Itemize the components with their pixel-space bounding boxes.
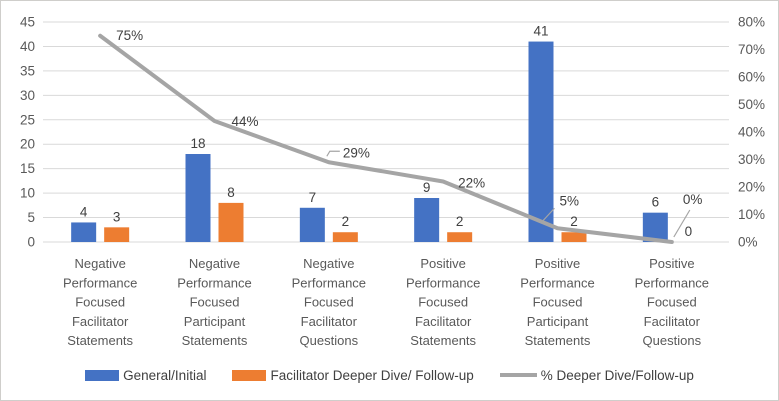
left-axis-tick: 20 [20, 137, 35, 152]
legend-label-general-initial: General/Initial [123, 367, 207, 383]
left-axis-tick: 10 [20, 186, 35, 201]
label-leader-line [673, 209, 691, 238]
legend-swatch-gray-line [499, 373, 537, 377]
left-axis-tick: 45 [20, 15, 35, 30]
bar-value-label: 2 [342, 214, 350, 229]
left-axis-tick: 35 [20, 63, 35, 78]
bar-value-label: 0 [685, 224, 693, 239]
line-deeper-dive-follow-up [98, 33, 674, 244]
bar-facilitator-deeper-dive-follow-up [218, 202, 244, 242]
right-axis-tick: 0% [738, 235, 758, 250]
line-point-label: 22% [458, 176, 485, 191]
right-axis-tick: 30% [738, 152, 765, 167]
bar-value-label: 6 [652, 195, 660, 210]
bar-general-initial [185, 154, 211, 242]
bar-general-initial [71, 222, 97, 242]
category-label-negative-performance-focused-facilitator-statements: Negative Performance Focused Facilitator Sta… [63, 256, 137, 348]
legend-label-percent-deeper-dive: % Deeper Dive/Follow-up [540, 367, 694, 383]
line-point-label: 29% [343, 145, 370, 160]
bar-value-label: 7 [309, 190, 317, 205]
line-point-label: 75% [116, 28, 143, 43]
bar-value-label: 2 [570, 214, 578, 229]
bar-general-initial [299, 207, 325, 242]
category-label-positive-performance-focused-facilitator-questions: Positive Performance Focused Facilitator Que… [635, 256, 709, 348]
chart-legend: General/Initial Facilitator Deeper Dive/… [1, 362, 778, 388]
left-axis-tick: 25 [20, 112, 35, 127]
line-point-label: 44% [232, 114, 259, 129]
right-axis-tick: 10% [738, 207, 765, 222]
left-axis-tick: 30 [20, 88, 35, 103]
bar-general-initial [528, 41, 554, 242]
plot-area: 0510152025303540450%10%20%30%40%50%60%70… [20, 15, 765, 349]
bar-value-label: 8 [227, 185, 235, 200]
bar-facilitator-deeper-dive-follow-up [447, 232, 473, 242]
left-axis-tick: 5 [27, 210, 35, 225]
label-leader-line [326, 150, 340, 157]
line-point-label: 0% [683, 192, 703, 207]
category-label-positive-performance-focused-participant-statements: Positive Performance Focused Participant Sta… [520, 256, 594, 348]
bar-general-initial [414, 198, 440, 242]
left-axis-tick: 0 [27, 235, 35, 250]
right-axis-tick: 50% [738, 97, 765, 112]
bar-value-label: 18 [190, 136, 205, 151]
line-point-label: 5% [560, 193, 580, 208]
legend-label-facilitator-deeper-dive: Facilitator Deeper Dive/ Follow-up [270, 367, 474, 383]
legend-item-general-initial: General/Initial [85, 368, 206, 383]
category-label-negative-performance-focused-participant-statements: Negative Performance Focused Participant Sta… [177, 256, 251, 348]
bar-value-label: 41 [533, 24, 548, 39]
bar-facilitator-deeper-dive-follow-up [561, 232, 587, 242]
left-axis-tick: 40 [20, 39, 35, 54]
right-axis-tick: 20% [738, 180, 765, 195]
right-axis-tick: 70% [738, 42, 765, 57]
legend-swatch-orange-bar [232, 369, 267, 381]
right-axis-tick: 40% [738, 125, 765, 140]
bar-value-label: 9 [423, 180, 431, 195]
legend-swatch-blue-bar [85, 369, 120, 381]
left-axis-tick: 15 [20, 161, 35, 176]
category-label-positive-performance-focused-facilitator-statements: Positive Performance Focused Facilitator Sta… [406, 256, 480, 348]
bar-value-label: 3 [113, 209, 121, 224]
bar-facilitator-deeper-dive-follow-up [104, 227, 130, 242]
right-axis-tick: 80% [738, 15, 765, 30]
bar-value-label: 2 [456, 214, 464, 229]
bar-value-label: 4 [80, 204, 88, 219]
legend-item-facilitator-deeper-dive: Facilitator Deeper Dive/ Follow-up [232, 367, 474, 383]
label-leader-line [541, 207, 555, 223]
category-label-negative-performance-focused-facilitator-questions: Negative Performance Focused Facilitator Que… [292, 256, 366, 348]
right-axis-tick: 60% [738, 70, 765, 85]
bar-facilitator-deeper-dive-follow-up [332, 232, 358, 242]
legend-item-percent-deeper-dive: % Deeper Dive/Follow-up [499, 367, 694, 383]
